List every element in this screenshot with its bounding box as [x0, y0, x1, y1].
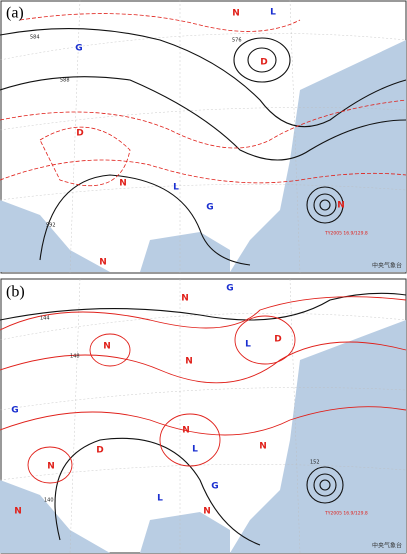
contour-label: 576	[232, 38, 242, 44]
contour-label: 592	[46, 223, 56, 229]
marker: G	[75, 44, 82, 54]
marker: N	[99, 258, 107, 268]
sea	[0, 480, 110, 553]
marker: N	[181, 294, 189, 304]
sea	[0, 200, 110, 272]
contour	[247, 47, 277, 73]
marker: L	[245, 340, 251, 350]
contour	[306, 186, 344, 224]
contour	[319, 199, 331, 211]
marker: N	[259, 442, 267, 452]
contour	[313, 473, 337, 497]
isoline	[27, 446, 73, 484]
marker: N	[337, 201, 345, 211]
marker: N	[182, 426, 190, 436]
isoline	[159, 413, 221, 467]
contour	[319, 479, 331, 491]
sea	[230, 40, 406, 272]
marker: G	[11, 406, 18, 416]
marker: L	[192, 445, 198, 455]
contour	[0, 28, 407, 128]
contour	[39, 174, 251, 266]
typhoon-label: TY2005 16.9/129.8	[324, 511, 368, 517]
marker: L	[270, 8, 276, 18]
panel-label: (a)	[6, 5, 24, 22]
marker: N	[232, 9, 240, 19]
contour-label: 588	[60, 78, 70, 84]
contour-label: 152	[310, 460, 320, 466]
panel-label: (b)	[6, 284, 25, 301]
contour-label: 584	[30, 35, 40, 41]
marker: D	[274, 335, 281, 345]
marker: N	[47, 462, 55, 472]
marker: N	[103, 342, 111, 352]
contour	[54, 437, 261, 546]
marker: D	[260, 58, 267, 68]
isoline	[234, 315, 296, 365]
isoline	[89, 333, 131, 367]
contour-label: 140	[44, 498, 54, 504]
credit: 中央气象台	[372, 262, 402, 270]
credit: 中央气象台	[372, 542, 402, 550]
contour	[313, 193, 337, 217]
isoline	[0, 341, 407, 384]
panel-a: (a) N G L D N D L G N N 584 588 592 576 …	[0, 0, 407, 274]
marker: D	[96, 446, 103, 456]
graticule	[0, 278, 407, 554]
marker: G	[206, 203, 213, 213]
contour	[0, 76, 407, 161]
marker: N	[119, 179, 127, 189]
sea	[140, 512, 230, 553]
contour-label: 148	[70, 354, 80, 360]
marker: G	[211, 482, 218, 492]
typhoon-label: TY2005 16.9/129.8	[324, 231, 368, 237]
contour-label: 144	[40, 316, 50, 322]
contour	[233, 37, 291, 83]
marker: L	[173, 183, 179, 193]
contour	[306, 466, 344, 504]
marker: G	[226, 284, 233, 294]
contour	[0, 292, 407, 321]
temperature-line	[0, 99, 407, 149]
temperature-line	[39, 126, 131, 187]
marker: N	[185, 357, 193, 367]
temperature-line	[0, 159, 407, 184]
isoline	[0, 406, 407, 436]
isoline	[0, 296, 407, 331]
marker: N	[14, 507, 22, 517]
marker: D	[76, 129, 83, 139]
sea	[230, 320, 406, 553]
panel-b: (b) G N L D N N G N L N D N G L N N 144 …	[0, 278, 407, 554]
graticule	[0, 0, 407, 274]
marker: L	[157, 494, 163, 504]
marker: N	[203, 507, 211, 517]
sea	[140, 232, 230, 272]
temperature-line	[19, 13, 301, 32]
